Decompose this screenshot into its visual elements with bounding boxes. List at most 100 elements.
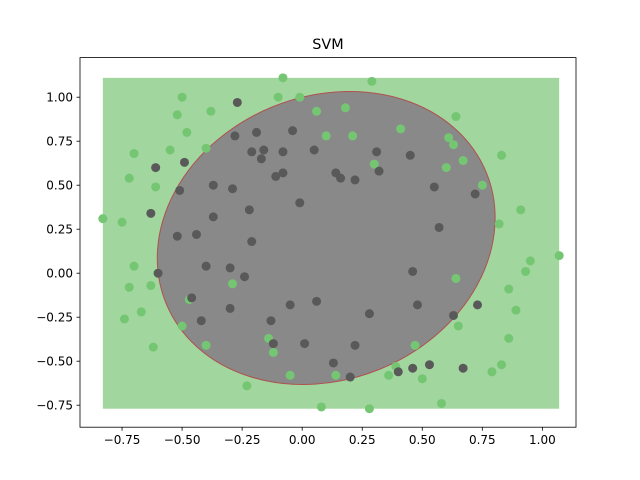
y-tick-label: 0.25 [46,223,73,237]
point-series1-30 [288,126,298,136]
point-series0-35 [367,76,377,86]
point-series1-39 [350,175,360,185]
point-series1-43 [374,166,384,176]
point-series0-17 [201,340,211,350]
point-series0-44 [444,133,454,143]
point-series1-47 [408,266,418,276]
y-tick-label: 1.00 [46,91,73,105]
point-series0-58 [516,205,526,215]
point-series0-47 [451,273,461,283]
point-series0-50 [477,180,487,190]
x-tick-label: 0.00 [289,433,316,447]
plot-area [98,73,564,414]
point-series1-7 [191,229,201,239]
point-series1-48 [412,300,422,310]
point-series0-21 [242,381,252,391]
point-series1-24 [266,316,276,326]
point-series1-11 [208,212,218,222]
point-series0-51 [487,367,497,377]
point-series0-14 [182,127,192,137]
point-series0-31 [331,370,341,380]
point-series1-32 [300,339,310,349]
point-series0-30 [321,131,331,141]
point-series1-40 [350,340,360,350]
x-axis: −0.75 −0.50 −0.25 0.00 0.25 0.50 0.75 1.00 [104,427,556,447]
point-series1-41 [364,309,374,319]
point-series1-55 [473,300,483,310]
x-tick-label: −0.50 [164,433,201,447]
point-series1-27 [278,147,288,157]
point-series0-33 [348,131,358,141]
point-series1-16 [232,97,242,107]
point-series0-10 [151,182,161,192]
point-series0-28 [312,106,322,116]
point-series0-41 [417,374,427,384]
point-series0-12 [172,110,182,120]
point-series1-42 [372,147,382,157]
point-series1-26 [271,171,281,181]
point-series0-20 [228,279,238,289]
y-tick-label: −0.25 [36,311,73,325]
point-series1-13 [225,263,235,273]
point-series1-8 [196,316,206,326]
x-tick-label: 1.00 [529,433,556,447]
point-series0-54 [497,360,507,370]
point-series0-15 [177,321,187,331]
point-series1-52 [449,310,459,320]
point-series0-61 [554,251,564,261]
point-series0-9 [148,342,158,352]
point-series1-35 [328,358,338,368]
point-series0-48 [453,321,463,331]
point-series1-37 [336,173,346,183]
point-series0-43 [441,163,451,173]
point-series1-45 [405,150,415,160]
point-series0-32 [340,103,350,113]
point-series0-19 [206,106,216,116]
point-series0-45 [449,140,459,150]
point-series1-21 [252,127,262,137]
point-series1-50 [429,182,439,192]
chart-title: SVM [312,37,343,53]
point-series0-4 [129,261,139,271]
y-tick-label: −0.50 [36,355,73,369]
point-series0-26 [285,370,295,380]
decision-region-inner [156,91,496,385]
point-series1-19 [247,237,257,247]
point-series1-29 [285,300,295,310]
point-series0-40 [410,340,420,350]
point-series0-36 [369,159,379,169]
point-series0-24 [278,73,288,83]
point-series0-57 [511,305,521,315]
point-series1-44 [393,367,403,377]
point-series0-13 [177,92,187,102]
point-series0-23 [268,347,278,357]
point-series0-25 [273,92,283,102]
axes-frame [79,57,577,428]
point-series1-17 [240,272,250,282]
x-tick-label: 0.50 [409,433,436,447]
x-tick-label: −0.25 [224,433,261,447]
point-series0-37 [384,370,394,380]
point-series1-3 [172,231,182,241]
point-series1-28 [278,168,288,178]
point-series0-55 [504,284,514,294]
point-series0-7 [136,307,146,317]
point-series1-14 [228,184,238,194]
point-series1-22 [256,154,266,164]
point-series0-0 [98,214,108,224]
point-series1-9 [201,261,211,271]
point-series1-12 [225,303,235,313]
point-series1-5 [179,157,189,167]
point-series0-27 [295,92,305,102]
point-series0-2 [124,173,134,183]
y-tick-label: 0.00 [46,267,73,281]
point-series0-60 [525,256,535,266]
point-series0-3 [129,149,139,159]
x-tick-label: −0.75 [104,433,141,447]
point-series1-33 [309,145,319,155]
point-series1-53 [458,363,468,373]
point-series1-4 [175,185,185,195]
point-series0-59 [521,266,531,276]
point-series0-42 [436,398,446,408]
